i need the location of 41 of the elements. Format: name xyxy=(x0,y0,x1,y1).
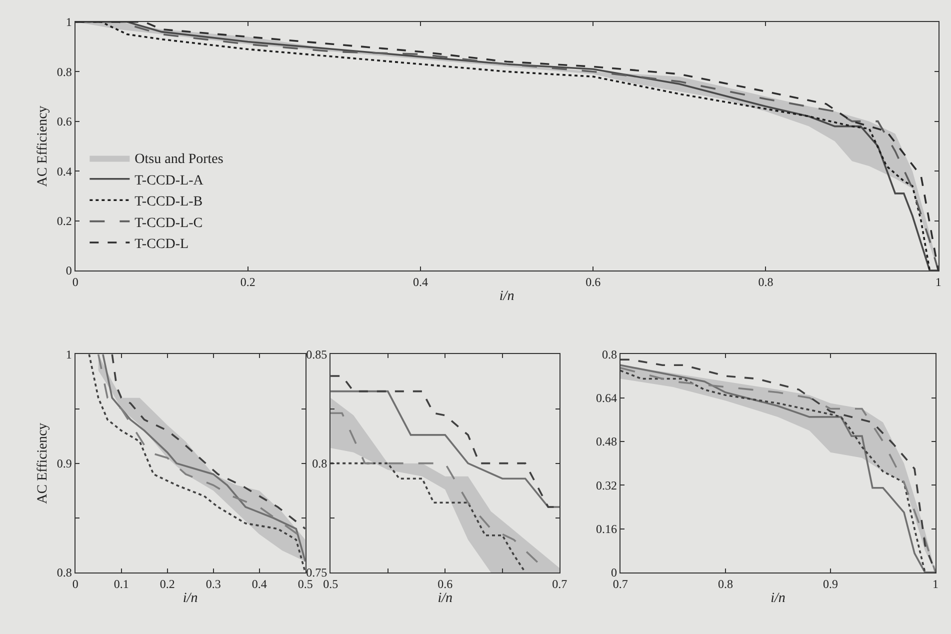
y-axis-title: AC Efficiency xyxy=(36,106,51,187)
x-axis-title: i/n xyxy=(770,591,786,606)
y-tick-label: 0 xyxy=(66,264,72,278)
legend-label: Otsu and Portes xyxy=(134,152,224,168)
y-tick-label: 0.8 xyxy=(312,456,328,471)
y-axis-title: AC Efficiency xyxy=(36,422,51,504)
y-tick-label: 0.8 xyxy=(602,347,618,362)
x-tick-label: 0.2 xyxy=(160,576,175,591)
x-tick-label: 0.9 xyxy=(822,576,838,591)
y-tick-label: 0.48 xyxy=(596,434,618,449)
x-tick-label: 0.8 xyxy=(718,576,733,591)
y-tick-label: 0.8 xyxy=(56,566,72,580)
x-tick-label: 0.4 xyxy=(252,576,267,591)
y-tick-label: 0.8 xyxy=(56,64,72,79)
y-tick-label: 0.9 xyxy=(56,456,72,471)
y-tick-label: 0.85 xyxy=(306,347,328,362)
legend-label: T-CCD-L-B xyxy=(134,194,203,210)
y-tick-label: 1 xyxy=(66,15,72,30)
legend-label: T-CCD-L xyxy=(134,236,189,252)
x-axis-title: i/n xyxy=(438,591,453,606)
x-axis-title: i/n xyxy=(182,591,198,606)
x-tick-label: 0.1 xyxy=(114,576,129,591)
y-tick-label: 0.16 xyxy=(596,522,618,536)
x-tick-label: 0.3 xyxy=(206,576,221,591)
x-tick-label: 1 xyxy=(935,274,942,289)
y-tick-label: 0.6 xyxy=(56,114,72,129)
x-tick-label: 0.7 xyxy=(552,576,568,591)
legend-label: T-CCD-L-C xyxy=(134,216,203,231)
x-tick-label: 1 xyxy=(932,576,939,591)
x-tick-label: 0.6 xyxy=(586,274,601,289)
y-tick-label: 1 xyxy=(66,347,72,362)
x-axis-title: i/n xyxy=(499,289,514,304)
legend-label: T-CCD-L-A xyxy=(134,173,204,188)
y-tick-label: 0.64 xyxy=(596,391,618,406)
x-tick-label: 0.2 xyxy=(240,274,256,289)
y-tick-label: 0.32 xyxy=(596,478,618,492)
x-tick-label: 0.6 xyxy=(438,576,453,591)
y-tick-label: 0.4 xyxy=(56,164,72,178)
x-tick-label: 0.4 xyxy=(413,274,428,289)
x-tick-label: 0.8 xyxy=(758,274,774,289)
y-tick-label: 0.2 xyxy=(56,214,72,228)
